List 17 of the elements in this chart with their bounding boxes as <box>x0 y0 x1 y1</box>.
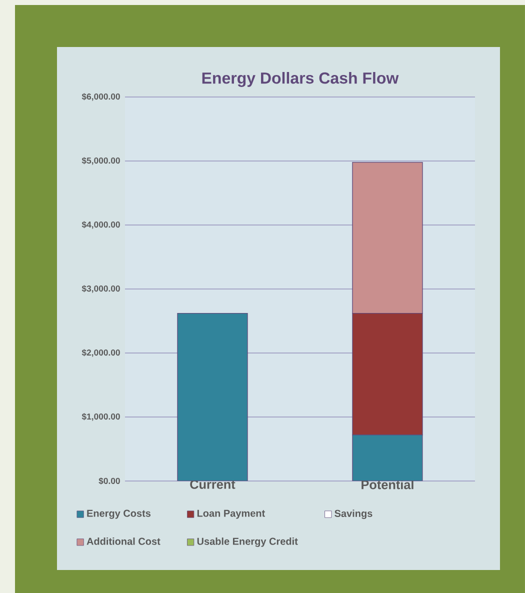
y-tick-label: $4,000.00 <box>82 221 120 229</box>
bar <box>177 312 248 481</box>
chart-title: Energy Dollars Cash Flow <box>202 72 399 87</box>
y-tick-label: $3,000.00 <box>82 285 120 293</box>
y-tick-label: $5,000.00 <box>82 157 120 165</box>
legend-label: Usable Energy Credit <box>197 538 298 547</box>
y-tick-label: $1,000.00 <box>82 413 120 421</box>
y-tick-label: $6,000.00 <box>82 93 120 101</box>
y-tick-label: $0.00 <box>98 477 120 485</box>
legend-label: Savings <box>334 510 372 519</box>
legend-label: Energy Costs <box>87 510 151 519</box>
bar <box>352 434 423 481</box>
x-tick-label: Current <box>190 480 236 489</box>
y-tick-label: $2,000.00 <box>82 349 120 357</box>
legend-label: Additional Cost <box>86 538 160 545</box>
legend-label: Loan Payment <box>197 510 265 519</box>
x-tick-label: Potential <box>362 480 414 490</box>
